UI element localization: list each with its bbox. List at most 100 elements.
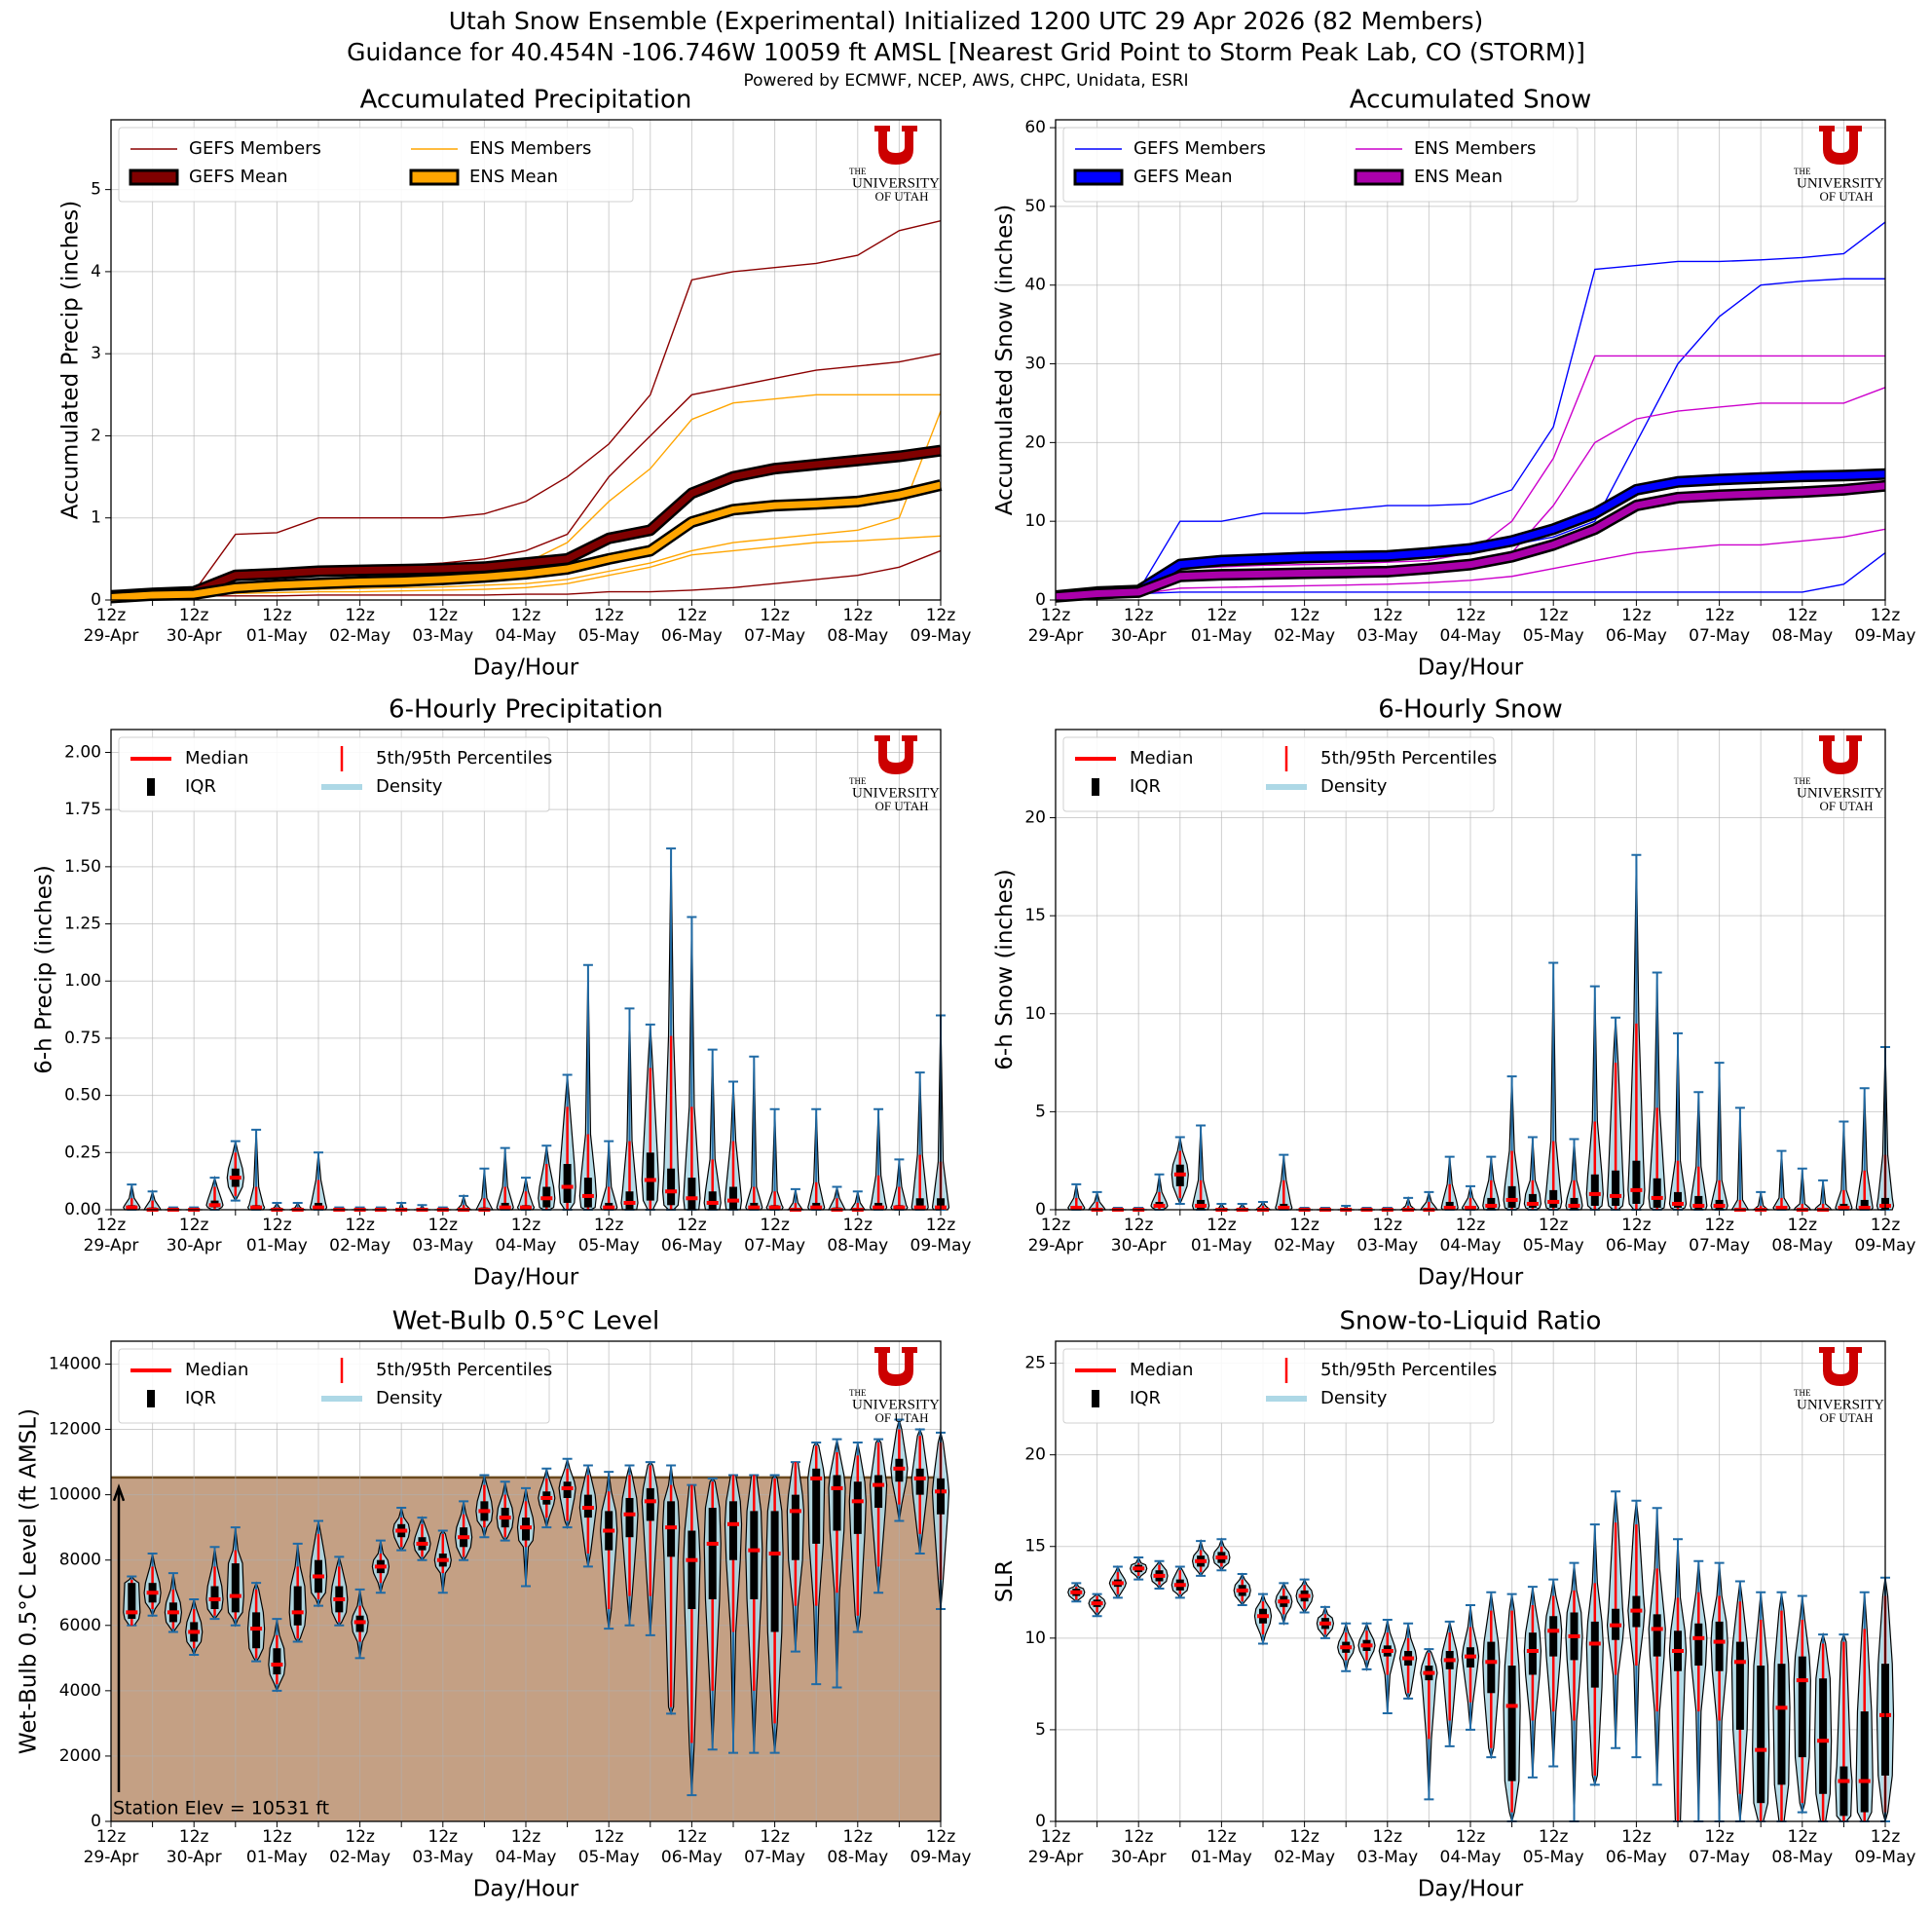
iqr-box (1487, 1197, 1496, 1210)
iqr-box (1757, 1666, 1765, 1804)
x-tick-label: 12z 29-Apr (1027, 1827, 1084, 1867)
iqr-box (1445, 1201, 1454, 1210)
logo-text: OF UTAH (875, 1410, 929, 1425)
y-tick-label: 15 (1024, 1537, 1046, 1556)
x-tick-label: 12z 05-May (1522, 606, 1584, 646)
x-tick-label: 12z 02-May (329, 1827, 391, 1867)
legend-label: Median (185, 1360, 248, 1380)
x-tick-label: 12z 06-May (1605, 606, 1667, 646)
y-tick-label: 5 (1035, 1102, 1046, 1121)
iqr-box (625, 1191, 634, 1210)
x-tick-label: 12z 02-May (1274, 1827, 1336, 1867)
legend-label: 5th/95th Percentiles (1320, 1360, 1497, 1380)
y-tick-label: 20 (1024, 1445, 1046, 1465)
iqr-box (708, 1191, 717, 1210)
iqr-box (791, 1494, 799, 1560)
x-axis-label: Day/Hour (473, 1877, 579, 1902)
iqr-box (1674, 1191, 1682, 1208)
iqr-box (1528, 1193, 1537, 1208)
logo-text: OF UTAH (1820, 799, 1874, 813)
iqr-box (1507, 1185, 1516, 1208)
x-tick-label: 12z 29-Apr (83, 1216, 139, 1255)
logo-text: THE (1794, 1388, 1811, 1398)
x-tick-label: 12z 30-Apr (166, 1827, 222, 1867)
figure-title: Utah Snow Ensemble (Experimental) Initia… (449, 7, 1484, 35)
y-tick-label: 6000 (59, 1616, 101, 1635)
iqr-box (1798, 1656, 1806, 1758)
y-tick-label: 50 (1024, 197, 1046, 216)
iqr-box (1570, 1197, 1579, 1210)
iqr-box (231, 1563, 240, 1613)
station-arrow (112, 1483, 126, 1792)
logo-text: UNIVERSITY (1797, 1397, 1884, 1412)
iqr-box (293, 1586, 302, 1626)
x-tick-label: 12z 02-May (1274, 1216, 1336, 1255)
x-tick-label: 12z 08-May (1771, 1216, 1834, 1255)
iqr-box (812, 1468, 821, 1544)
iqr-box (729, 1501, 737, 1560)
y-tick-label: 1.25 (64, 915, 101, 934)
iqr-box (646, 1152, 654, 1201)
legend-handle (147, 778, 155, 796)
y-tick-label: 5 (1035, 1720, 1046, 1740)
x-tick-label: 12z 30-Apr (1110, 1827, 1167, 1867)
y-tick-label: 1.00 (64, 971, 101, 991)
x-tick-label: 12z 07-May (744, 606, 806, 646)
iqr-box (915, 1468, 924, 1495)
iqr-box (853, 1481, 862, 1534)
y-tick-label: 5 (91, 180, 101, 200)
legend-handle (147, 1390, 155, 1407)
x-tick-label: 12z 04-May (495, 1827, 557, 1867)
mean-line (110, 481, 942, 601)
x-tick-label: 12z 29-Apr (1027, 606, 1084, 646)
chart-title: Accumulated Precipitation (360, 86, 692, 115)
legend-label: 5th/95th Percentiles (376, 1360, 552, 1380)
iqr-box (1715, 1621, 1724, 1671)
x-axis-label: Day/Hour (1418, 1877, 1524, 1902)
x-tick-label: 12z 06-May (660, 1827, 723, 1867)
iqr-box (1839, 1766, 1848, 1817)
y-tick-label: 2 (91, 426, 101, 445)
iqr-box (687, 1178, 696, 1210)
legend-label: ENS Mean (469, 167, 558, 187)
x-tick-label: 12z 05-May (577, 606, 640, 646)
legend-label: IQR (185, 1388, 216, 1408)
y-tick-label: 0.00 (64, 1200, 101, 1219)
axes-frame (1055, 119, 1886, 601)
legend-label: Density (376, 1388, 443, 1408)
x-tick-label: 12z 03-May (412, 1216, 474, 1255)
x-tick-label: 12z 02-May (329, 1216, 391, 1255)
x-axis-label: Day/Hour (473, 656, 579, 681)
x-tick-label: 12z 09-May (910, 1216, 972, 1255)
iqr-box (1590, 1174, 1599, 1206)
iqr-box (1612, 1170, 1620, 1206)
x-tick-label: 12z 02-May (1274, 606, 1336, 646)
legend-label: ENS Mean (1414, 167, 1503, 187)
logo-text: THE (1794, 776, 1811, 786)
y-axis-label: SLR (992, 1560, 1018, 1602)
legend-box (1062, 736, 1495, 812)
y-tick-label: 3 (91, 344, 101, 363)
iqr-box (1653, 1614, 1661, 1657)
y-tick-label: 2.00 (64, 742, 101, 762)
legend-label: Density (1320, 776, 1388, 797)
x-tick-label: 12z 03-May (412, 1827, 474, 1867)
legend-handle (129, 169, 179, 186)
x-tick-label: 12z 30-Apr (166, 1216, 222, 1255)
iqr-box (687, 1530, 696, 1610)
legend-label: IQR (1130, 776, 1161, 797)
legend-handle (1354, 169, 1404, 186)
iqr-box (1860, 1711, 1869, 1813)
iqr-box (833, 1475, 841, 1531)
y-tick-label: 1.50 (64, 857, 101, 877)
logo-text: THE (849, 167, 867, 176)
member-line (110, 549, 942, 600)
x-tick-label: 12z 06-May (660, 606, 723, 646)
x-tick-label: 12z 07-May (744, 1827, 806, 1867)
legend-label: GEFS Members (1133, 138, 1266, 159)
x-tick-label: 12z 05-May (577, 1216, 640, 1255)
x-tick-label: 12z 04-May (1439, 1827, 1502, 1867)
x-tick-label: 12z 07-May (1689, 1216, 1751, 1255)
iqr-box (1860, 1199, 1869, 1210)
